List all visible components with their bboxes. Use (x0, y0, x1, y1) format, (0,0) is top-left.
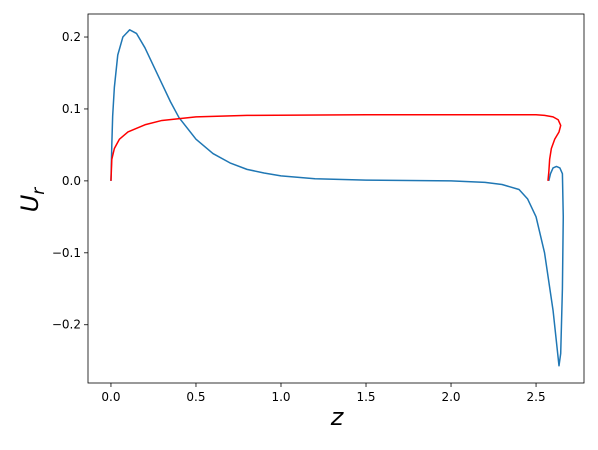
y-axis-label-main: U (16, 194, 44, 212)
series-line (110, 113, 562, 181)
y-axis-label: Ur (16, 187, 49, 213)
x-tick-label: 0.0 (101, 390, 120, 404)
x-tick-label: 0.5 (186, 390, 205, 404)
y-tick-label: −0.2 (52, 318, 81, 332)
x-tick-label: 1.5 (356, 390, 375, 404)
series-line (110, 29, 565, 367)
x-tick-label: 1.0 (271, 390, 290, 404)
y-tick-label: 0.0 (62, 174, 81, 188)
y-tick-label: −0.1 (52, 246, 81, 260)
x-tick-label: 2.5 (527, 390, 546, 404)
x-tick-label: 2.0 (441, 390, 460, 404)
x-axis-label: z (330, 403, 345, 431)
y-tick-label: 0.1 (62, 102, 81, 116)
y-tick-label: 0.2 (62, 30, 81, 44)
plot-frame (87, 13, 585, 384)
y-axis-label-sub: r (29, 187, 49, 195)
